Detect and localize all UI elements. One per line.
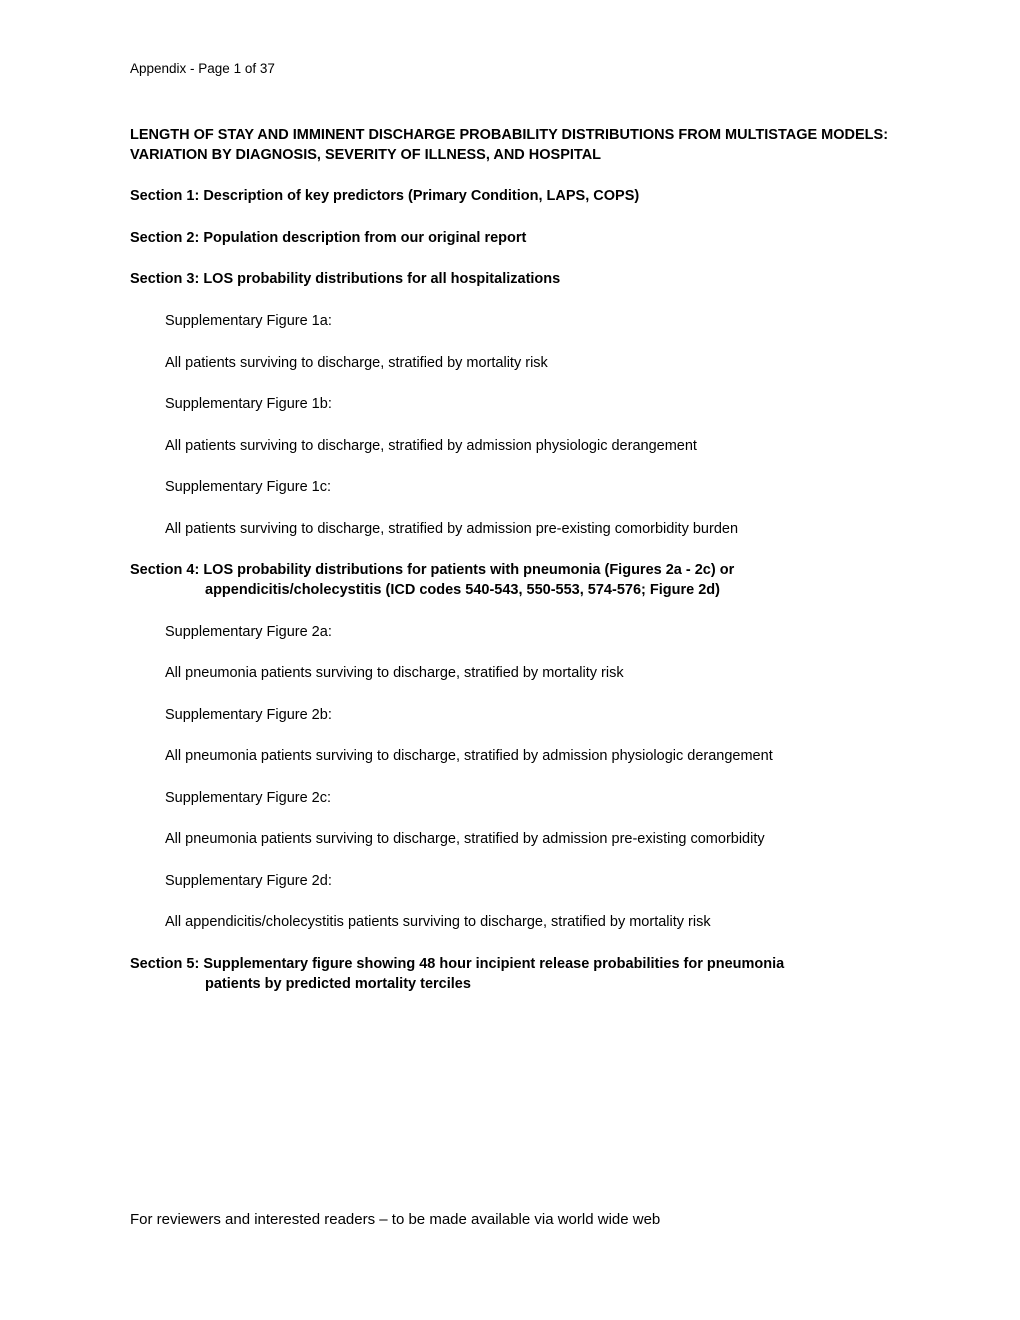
section-4-item: Supplementary Figure 2c: bbox=[130, 789, 890, 809]
section-3-item: Supplementary Figure 1b: bbox=[130, 395, 890, 415]
section-4-item: All appendicitis/cholecystitis patients … bbox=[130, 913, 890, 933]
section-2-heading: Section 2: Population description from o… bbox=[130, 229, 890, 249]
section-3-item: Supplementary Figure 1a: bbox=[130, 312, 890, 332]
section-1-heading: Section 1: Description of key predictors… bbox=[130, 187, 890, 207]
section-4-item: Supplementary Figure 2b: bbox=[130, 706, 890, 726]
footer-text: For reviewers and interested readers – t… bbox=[130, 1210, 660, 1230]
section-3-item: All patients surviving to discharge, str… bbox=[130, 520, 890, 540]
section-4-item: All pneumonia patients surviving to disc… bbox=[130, 747, 890, 767]
section-3-item: Supplementary Figure 1c: bbox=[130, 478, 890, 498]
section-4-heading-line2: appendicitis/cholecystitis (ICD codes 54… bbox=[130, 581, 890, 601]
section-3-item: All patients surviving to discharge, str… bbox=[130, 437, 890, 457]
section-4-item: All pneumonia patients surviving to disc… bbox=[130, 830, 890, 850]
section-3-heading: Section 3: LOS probability distributions… bbox=[130, 270, 890, 290]
section-4-item: Supplementary Figure 2a: bbox=[130, 623, 890, 643]
document-title: LENGTH OF STAY AND IMMINENT DISCHARGE PR… bbox=[130, 126, 890, 165]
section-4-heading-line1: Section 4: LOS probability distributions… bbox=[130, 561, 890, 581]
section-5-heading-line1: Section 5: Supplementary figure showing … bbox=[130, 955, 890, 975]
page-header: Appendix - Page 1 of 37 bbox=[130, 60, 890, 78]
section-3-item: All patients surviving to discharge, str… bbox=[130, 354, 890, 374]
section-4-item: Supplementary Figure 2d: bbox=[130, 872, 890, 892]
section-4-item: All pneumonia patients surviving to disc… bbox=[130, 664, 890, 684]
section-5-heading-line2: patients by predicted mortality terciles bbox=[130, 975, 890, 995]
